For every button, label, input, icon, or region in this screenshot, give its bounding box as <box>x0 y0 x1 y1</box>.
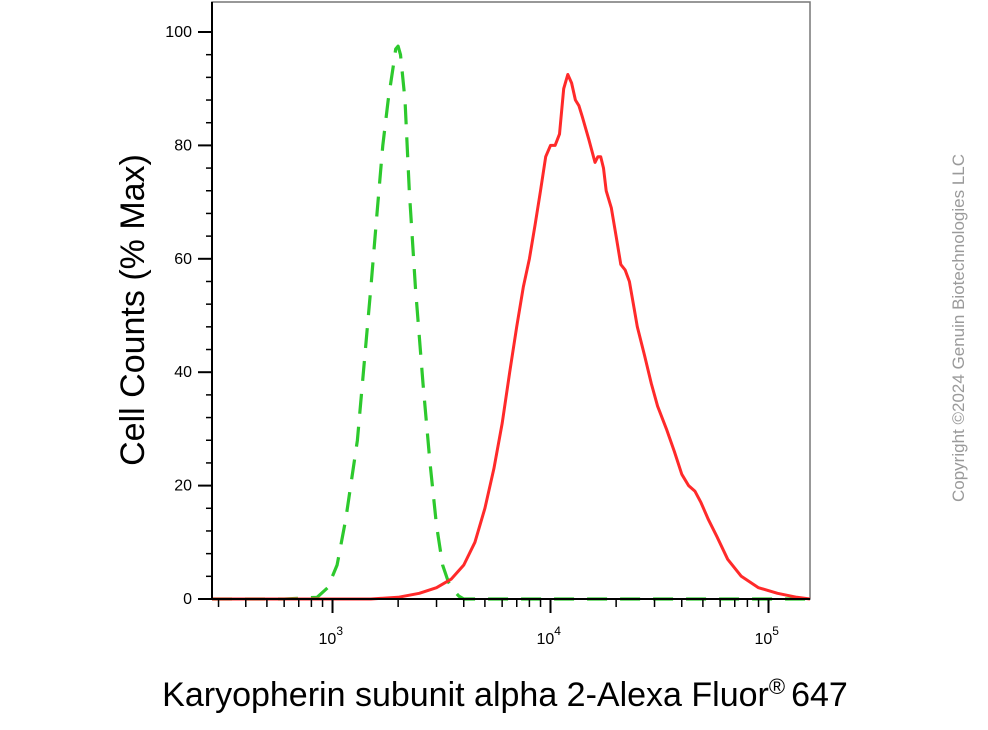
x-tick-base: 10 <box>755 631 773 648</box>
plot-frame <box>211 1 811 600</box>
x-axis-title: Karyopherin subunit alpha 2-Alexa Fluor®… <box>162 674 848 714</box>
y-axis: 0 20 40 60 80 100 <box>165 2 213 608</box>
x-axis-title-suffix: 647 <box>791 676 848 714</box>
y-tick-label: 80 <box>174 137 192 154</box>
x-tick-label: 103 <box>319 624 344 648</box>
x-axis-title-mark: ® <box>769 674 785 699</box>
x-axis: 103 104 105 <box>212 598 810 648</box>
series-line-0 <box>212 44 810 601</box>
series-line-1 <box>212 73 811 601</box>
y-axis-title: Cell Counts (% Max) <box>114 154 152 466</box>
y-tick-label: 60 <box>174 251 192 268</box>
series-layer <box>212 44 811 601</box>
x-tick-exponent: 5 <box>772 624 779 638</box>
x-tick-label: 105 <box>755 624 780 648</box>
y-tick-label: 0 <box>183 591 192 608</box>
copyright-watermark: Copyright ©2024 Genuin Biotechnologies L… <box>949 154 968 502</box>
y-tick-label: 20 <box>174 478 192 495</box>
x-tick-label: 104 <box>537 624 562 648</box>
x-tick-exponent: 4 <box>554 624 561 638</box>
x-tick-base: 10 <box>319 631 337 648</box>
x-axis-title-main: Karyopherin subunit alpha 2-Alexa Fluor <box>162 676 769 714</box>
y-tick-label: 100 <box>165 24 192 41</box>
x-tick-exponent: 3 <box>336 624 343 638</box>
y-tick-label: 40 <box>174 364 192 381</box>
x-tick-base: 10 <box>537 631 555 648</box>
